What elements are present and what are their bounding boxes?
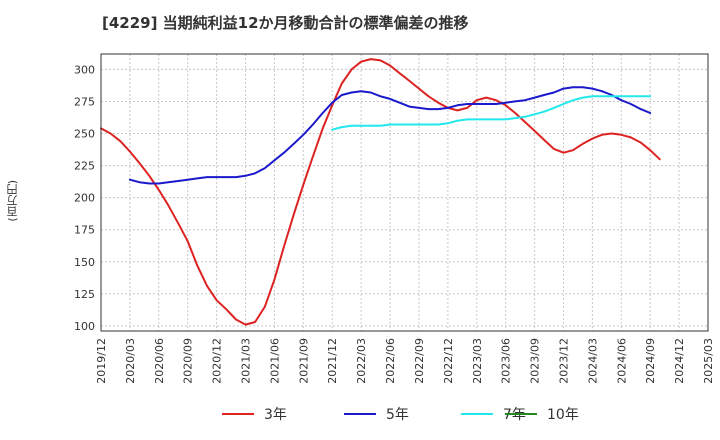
y-tick-label: 300 [74,63,95,76]
series-line-1 [100,58,661,326]
y-tick-label: 100 [74,320,95,333]
y-tick-label: 175 [74,224,95,237]
x-tick-label: 2019/12 [95,338,108,384]
x-tick-label: 2023/12 [557,338,570,384]
x-tick-label: 2021/09 [297,338,310,384]
legend: 3年5年7年10年 [222,407,579,423]
x-tick-label: 2022/12 [442,338,455,384]
y-tick-label: 275 [74,95,95,108]
x-tick-label: 2024/12 [673,338,686,384]
y-tick-label: 200 [74,192,95,205]
x-tick-label: 2023/03 [471,338,484,384]
series-line-2 [128,86,652,185]
x-tick-label: 2021/03 [240,338,253,384]
x-tick-labels: 2019/12 2020/03 2020/06 2020/09 2020/12 2021/… [95,338,715,384]
y-tick-label: 125 [74,288,95,301]
x-tick-label: 2024/03 [586,338,599,384]
x-tick-label: 2022/03 [355,338,368,384]
plot-frame [100,53,709,332]
legend-label-2: 5年 [386,407,409,423]
x-tick-label: 2024/06 [615,338,628,384]
y-tick-label: 250 [74,128,95,141]
x-tick-label: 2023/06 [500,338,513,384]
x-tick-label: 2020/09 [182,338,195,384]
x-tick-label: 2020/06 [153,338,166,384]
y-tick-label: 150 [74,256,95,269]
series-line-3 [331,95,652,131]
x-tick-label: 2023/09 [529,338,542,384]
x-tick-label: 2022/06 [384,338,397,384]
x-tick-label: 2022/09 [413,338,426,384]
x-tick-label: 2021/06 [268,338,281,384]
x-tick-label: 2024/09 [644,338,657,384]
y-tick-labels: 100 125 150 175 200 225 250 275 300 [74,63,95,332]
chart-title: [4229] 当期純利益12か月移動合計の標準偏差の推移 [102,14,469,32]
x-tick-label: 2021/12 [326,338,339,384]
x-tick-label: 2025/03 [702,338,715,384]
series-lines [100,58,661,326]
y-tick-label: 225 [74,160,95,173]
legend-label-1: 3年 [264,407,287,423]
x-tick-label: 2020/12 [211,338,224,384]
x-tick-label: 2020/03 [124,338,137,384]
legend-label-4: 10年 [547,407,579,423]
